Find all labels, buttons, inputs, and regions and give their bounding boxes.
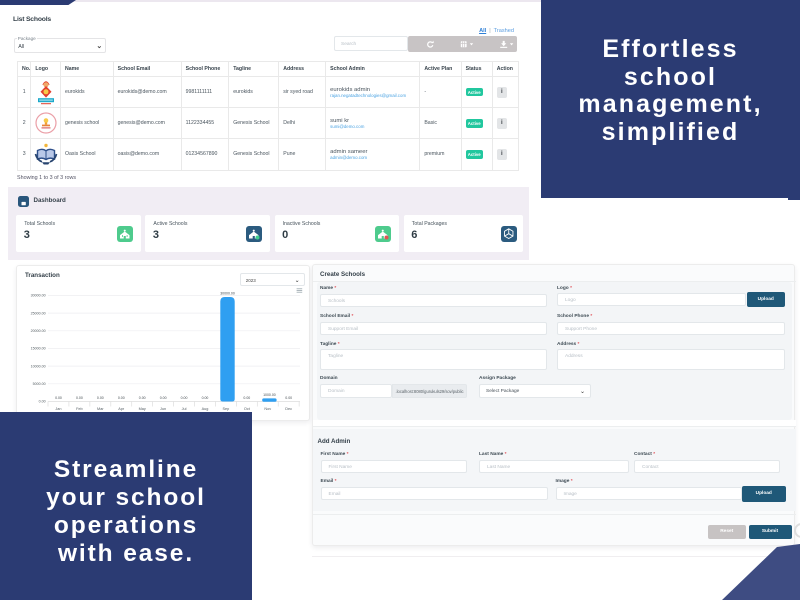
svg-text:30000.00: 30000.00 bbox=[31, 294, 46, 298]
svg-text:25000.00: 25000.00 bbox=[31, 311, 46, 315]
svg-text:0.00: 0.00 bbox=[243, 396, 250, 400]
svg-text:May: May bbox=[139, 407, 146, 411]
svg-text:0.00: 0.00 bbox=[76, 396, 83, 400]
svg-text:Apr: Apr bbox=[118, 407, 125, 411]
svg-text:Jan: Jan bbox=[55, 407, 61, 411]
svg-text:Nov: Nov bbox=[264, 407, 271, 411]
svg-text:Jun: Jun bbox=[160, 407, 166, 411]
svg-text:0.00: 0.00 bbox=[181, 396, 188, 400]
svg-text:Feb: Feb bbox=[76, 407, 83, 411]
svg-text:Mar: Mar bbox=[97, 407, 104, 411]
svg-text:0.00: 0.00 bbox=[118, 396, 125, 400]
svg-text:0.00: 0.00 bbox=[39, 400, 46, 404]
svg-text:20000.00: 20000.00 bbox=[31, 329, 46, 333]
svg-text:5000.00: 5000.00 bbox=[33, 382, 46, 386]
svg-text:0.00: 0.00 bbox=[97, 396, 104, 400]
svg-text:0.00: 0.00 bbox=[285, 396, 292, 400]
svg-text:Oct: Oct bbox=[244, 407, 251, 411]
svg-text:10000.00: 10000.00 bbox=[31, 364, 46, 368]
svg-text:0.00: 0.00 bbox=[202, 396, 209, 400]
svg-text:Dec: Dec bbox=[285, 407, 292, 411]
svg-text:Jul: Jul bbox=[182, 407, 187, 411]
svg-text:0.00: 0.00 bbox=[55, 396, 62, 400]
svg-text:30000.00: 30000.00 bbox=[220, 292, 235, 296]
svg-text:0.00: 0.00 bbox=[160, 396, 167, 400]
svg-text:Aug: Aug bbox=[202, 407, 209, 411]
svg-text:1000.00: 1000.00 bbox=[263, 393, 276, 397]
svg-text:Sep: Sep bbox=[223, 407, 230, 411]
svg-text:0.00: 0.00 bbox=[139, 396, 146, 400]
svg-text:15000.00: 15000.00 bbox=[31, 347, 46, 351]
